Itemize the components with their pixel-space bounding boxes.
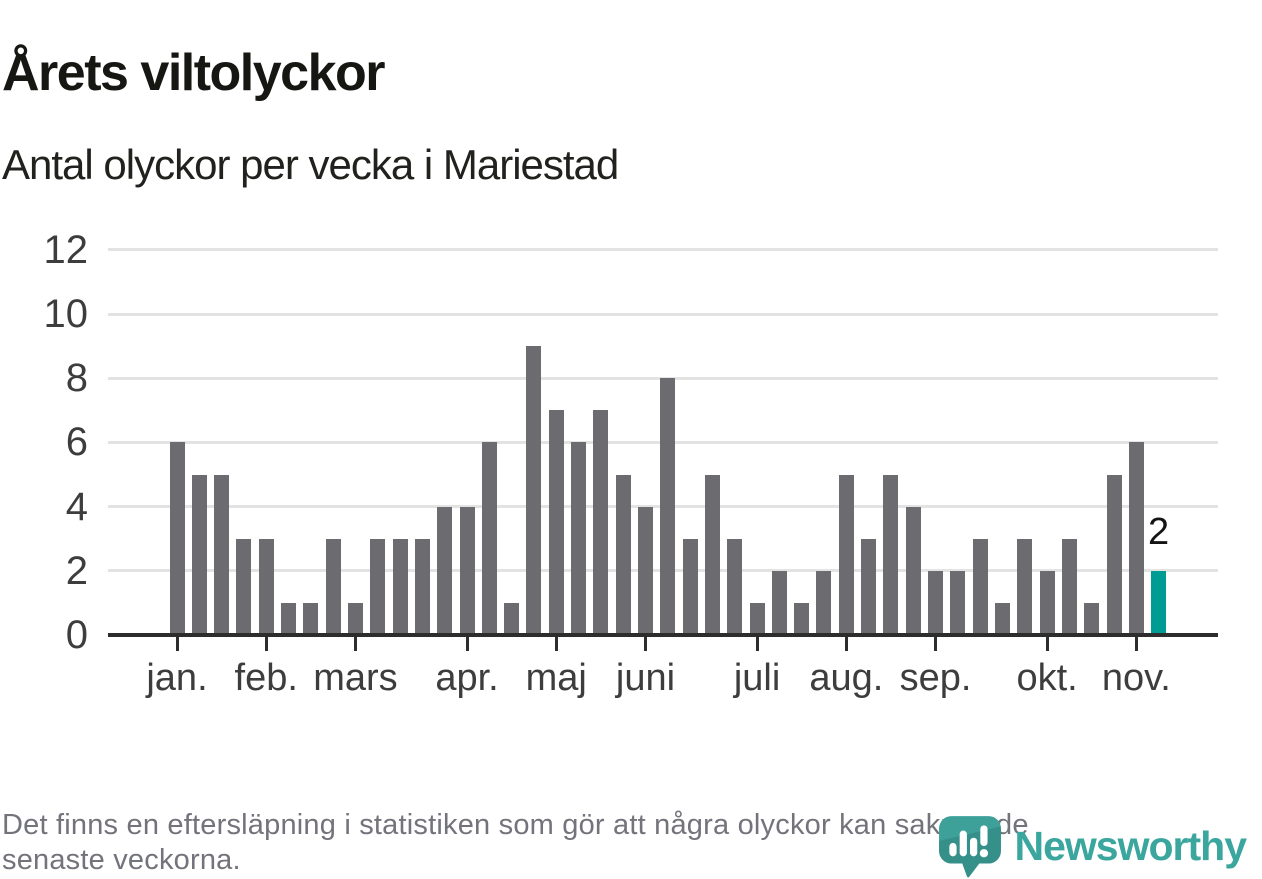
bar-week-6 <box>281 602 297 635</box>
x-tick-aug <box>844 637 848 651</box>
bar-week-35 <box>928 570 944 635</box>
x-tick-jan <box>175 637 179 651</box>
bar-week-44 <box>1128 442 1144 635</box>
x-tick-feb <box>264 637 268 651</box>
bar-week-20 <box>593 410 609 635</box>
bar-week-41 <box>1061 538 1077 635</box>
bar-week-4 <box>236 538 252 635</box>
bar-week-5 <box>258 538 274 635</box>
newsworthy-logo: Newsworthy <box>935 814 1247 878</box>
last-bar-value-label: 2 <box>1148 510 1170 553</box>
bar-week-24 <box>682 538 698 635</box>
bar-week-15 <box>481 442 497 635</box>
bar-week-37 <box>972 538 988 635</box>
gridline-y10 <box>108 312 1218 316</box>
bar-week-22 <box>638 506 653 635</box>
bar-week-16 <box>504 602 520 635</box>
bar-week-2 <box>191 474 207 635</box>
y-axis-label-0: 0 <box>65 613 88 657</box>
month-label-sep: sep. <box>899 657 972 699</box>
bar-week-29 <box>794 602 810 635</box>
x-axis-line <box>108 633 1218 637</box>
y-axis-label-8: 8 <box>65 356 88 401</box>
x-tick-mars <box>353 637 357 651</box>
month-label-okt: okt. <box>1016 657 1078 699</box>
page-title: Årets viltolyckor <box>2 43 386 102</box>
x-tick-juli <box>755 637 759 651</box>
footer-note: Det finns en eftersläpning i statistiken… <box>2 808 1029 878</box>
bar-week-26 <box>727 538 743 635</box>
bar-week-25 <box>704 474 720 635</box>
bar-week-7 <box>303 602 319 635</box>
bar-week-9 <box>347 602 363 635</box>
chart-subtitle: Antal olyckor per vecka i Mariestad <box>2 141 619 188</box>
y-axis-label-6: 6 <box>65 420 88 465</box>
month-label-aug: aug. <box>809 657 884 699</box>
month-label-mars: mars <box>313 657 398 699</box>
month-label-juni: juni <box>615 657 676 699</box>
y-axis-label-10: 10 <box>43 292 89 336</box>
bar-week-38 <box>994 602 1010 635</box>
x-tick-nov <box>1134 637 1138 651</box>
x-tick-sep <box>934 637 938 651</box>
month-label-nov: nov. <box>1101 657 1171 699</box>
bar-week-36 <box>950 570 966 635</box>
x-tick-okt <box>1045 637 1049 651</box>
bar-week-40 <box>1039 570 1055 635</box>
bar-week-17 <box>526 346 542 635</box>
bar-week-11 <box>392 538 408 635</box>
bar-week-33 <box>883 474 899 635</box>
month-label-juli: juli <box>733 657 781 699</box>
bar-week-18 <box>548 410 564 635</box>
bar-week-19 <box>571 442 587 635</box>
bar-week-32 <box>861 538 877 635</box>
bar-week-30 <box>816 570 832 635</box>
x-tick-apr <box>465 637 469 651</box>
gridline-y12 <box>108 248 1218 252</box>
month-label-jan: jan. <box>146 657 208 699</box>
bar-week-27 <box>749 602 765 635</box>
bar-week-13 <box>437 506 453 635</box>
bar-week-23 <box>660 378 676 635</box>
x-tick-maj <box>554 637 558 651</box>
bar-week-8 <box>325 538 341 635</box>
bar-week-28 <box>771 570 787 635</box>
bar-week-3 <box>214 474 230 635</box>
month-label-apr: apr. <box>435 657 499 699</box>
bar-week-10 <box>370 538 386 635</box>
footer-note-line1: Det finns en eftersläpning i statistiken… <box>2 809 1029 841</box>
bar-week-39 <box>1017 538 1033 635</box>
footer-note-line2: senaste veckorna. <box>2 844 241 876</box>
bar-week-12 <box>414 538 430 635</box>
month-label-feb: feb. <box>234 657 298 699</box>
month-label-maj: maj <box>525 657 587 699</box>
bar-week-34 <box>905 506 921 635</box>
bar-week-42 <box>1084 602 1100 635</box>
highlight-bar-week-45 <box>1151 570 1167 635</box>
bar-week-14 <box>459 506 475 635</box>
bar-week-31 <box>838 474 854 635</box>
x-tick-juni <box>644 637 647 651</box>
bar-week-21 <box>615 474 631 635</box>
newsworthy-wordmark: Newsworthy <box>1014 823 1247 869</box>
y-axis-label-2: 2 <box>65 548 88 593</box>
y-axis-label-12: 12 <box>43 227 89 272</box>
newsworthy-pin-icon <box>938 816 1001 878</box>
bar-week-1 <box>169 442 185 635</box>
y-axis-label-4: 4 <box>65 484 88 529</box>
bar-week-43 <box>1106 474 1122 635</box>
